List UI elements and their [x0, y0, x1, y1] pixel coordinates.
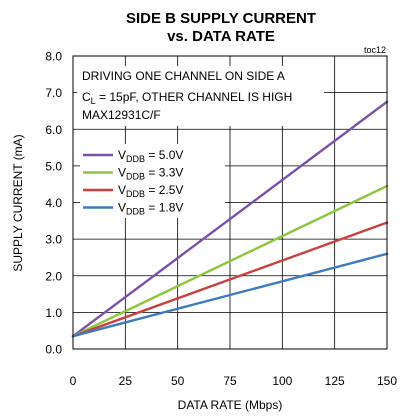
x-tick-label: 75 [223, 374, 237, 388]
y-tick-label: 4.0 [45, 196, 62, 210]
y-tick-label: 1.0 [45, 306, 62, 320]
x-tick-label: 0 [70, 374, 77, 388]
annotation-line-1: DRIVING ONE CHANNEL ON SIDE A [82, 69, 285, 83]
plot-frame [72, 55, 388, 350]
series-line-3 [71, 221, 389, 338]
y-tick-label: 5.0 [45, 159, 62, 173]
y-tick-label: 8.0 [45, 50, 62, 64]
annotation-cl-rest: = 15pF, OTHER CHANNEL IS HIGH [96, 90, 293, 104]
series-line-2 [71, 184, 389, 338]
x-tick-label: 125 [325, 374, 345, 388]
legend-label-2: VDDB = 3.3V [118, 166, 183, 182]
y-tick-label: 6.0 [45, 123, 62, 137]
figure-tag: toc12 [364, 45, 386, 55]
x-tick-label: 100 [272, 374, 292, 388]
y-tick-label: 7.0 [45, 86, 62, 100]
x-tick-label: 150 [377, 374, 397, 388]
series-line-4 [71, 252, 389, 338]
series-line-1 [71, 100, 389, 338]
x-tick-label: 25 [119, 374, 133, 388]
y-tick-label: 0.0 [45, 343, 62, 357]
annotation-box: DRIVING ONE CHANNEL ON SIDE A CL = 15pF,… [77, 66, 324, 126]
annotation-line-2: CL = 15pF, OTHER CHANNEL IS HIGH [82, 90, 292, 106]
legend-label-1: VDDB = 5.0V [118, 148, 183, 164]
x-axis-label: DATA RATE (Mbps) [178, 398, 283, 412]
x-tick-labels: 0 25 50 75 100 125 150 [70, 374, 398, 388]
legend-background [80, 144, 225, 218]
chart-title-line2: vs. DATA RATE [167, 28, 275, 45]
x-tick-label: 50 [171, 374, 185, 388]
annotation-cl-sub: L [91, 96, 96, 106]
y-axis-label: SUPPLY CURRENT (mA) [11, 134, 25, 271]
y-tick-label: 2.0 [45, 269, 62, 283]
annotation-cl-symbol: C [82, 90, 91, 104]
y-tick-label: 3.0 [45, 233, 62, 247]
annotation-line-3: MAX12931C/F [82, 108, 161, 122]
legend-label-3: VDDB = 2.5V [118, 183, 183, 199]
legend-label-4: VDDB = 1.8V [118, 201, 183, 217]
series-lines [71, 100, 389, 338]
chart-title-line1: SIDE B SUPPLY CURRENT [126, 10, 316, 27]
y-tick-labels: 0.0 1.0 2.0 3.0 4.0 5.0 6.0 7.0 8.0 [45, 50, 62, 357]
